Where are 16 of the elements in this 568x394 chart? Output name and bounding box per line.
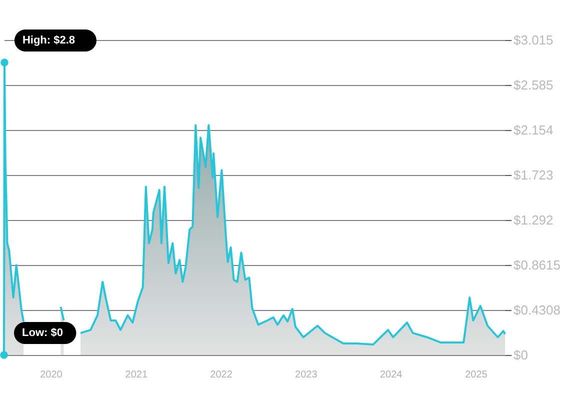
y-tick-label: $1.292 [514,212,554,228]
x-tick-label: 2020 [40,370,63,380]
y-tick-label: $3.015 [514,32,554,48]
y-tick-label: $1.723 [514,167,554,182]
x-tick-label: 2024 [380,370,403,380]
x-tick-label: 2025 [465,370,488,380]
y-tick-label: $0.4308 [514,302,560,318]
annotation: High: $2.8 [22,34,76,46]
annotation: Low: $0 [22,327,63,339]
x-tick-label: 2021 [125,370,148,380]
x-tick-label: 2023 [295,370,318,380]
y-tick-label: $2.585 [514,77,554,92]
x-tick-label: 2022 [210,370,233,380]
y-tick-label: $0 [514,348,528,362]
y-tick-label: $2.154 [514,122,554,138]
y-tick-label: $0.8615 [514,257,560,272]
